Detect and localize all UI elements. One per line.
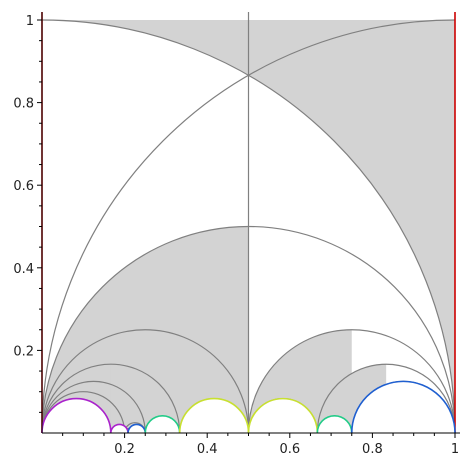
geodesic-arc <box>41 380 146 434</box>
colored-arc <box>247 397 319 434</box>
y-tick-label: 0.2 <box>13 344 34 359</box>
colored-arc <box>41 397 112 434</box>
y-tick-label: 0.8 <box>13 97 34 112</box>
geodesic-arc <box>41 363 181 434</box>
x-tick-label: 0.8 <box>362 442 383 457</box>
geodesic-arc <box>41 19 456 434</box>
x-tick-label: 1 <box>451 442 459 457</box>
colored-arc <box>316 415 353 434</box>
colored-arc <box>350 380 456 434</box>
y-tick-label: 0.6 <box>13 179 34 194</box>
y-tick-label: 1 <box>26 14 34 29</box>
x-tick-label: 0.4 <box>197 442 218 457</box>
x-tick-label: 0.2 <box>114 442 135 457</box>
geodesic-arc <box>41 329 250 434</box>
axes: 0.2 0.4 0.6 0.8 1 0.2 0.4 0.6 0.8 1 <box>13 12 460 457</box>
tile-region <box>42 20 249 76</box>
x-tick-label: 0.6 <box>279 442 300 457</box>
tile-region <box>248 20 455 433</box>
geodesic-arc <box>247 329 456 434</box>
colored-arc <box>110 423 129 434</box>
geodesic-arc <box>316 363 456 434</box>
geodesic-arc <box>41 19 456 434</box>
y-tick-label: 0.4 <box>13 262 34 277</box>
colored-arcs <box>41 380 456 434</box>
colored-arc <box>144 415 181 434</box>
colored-arc <box>178 397 250 434</box>
